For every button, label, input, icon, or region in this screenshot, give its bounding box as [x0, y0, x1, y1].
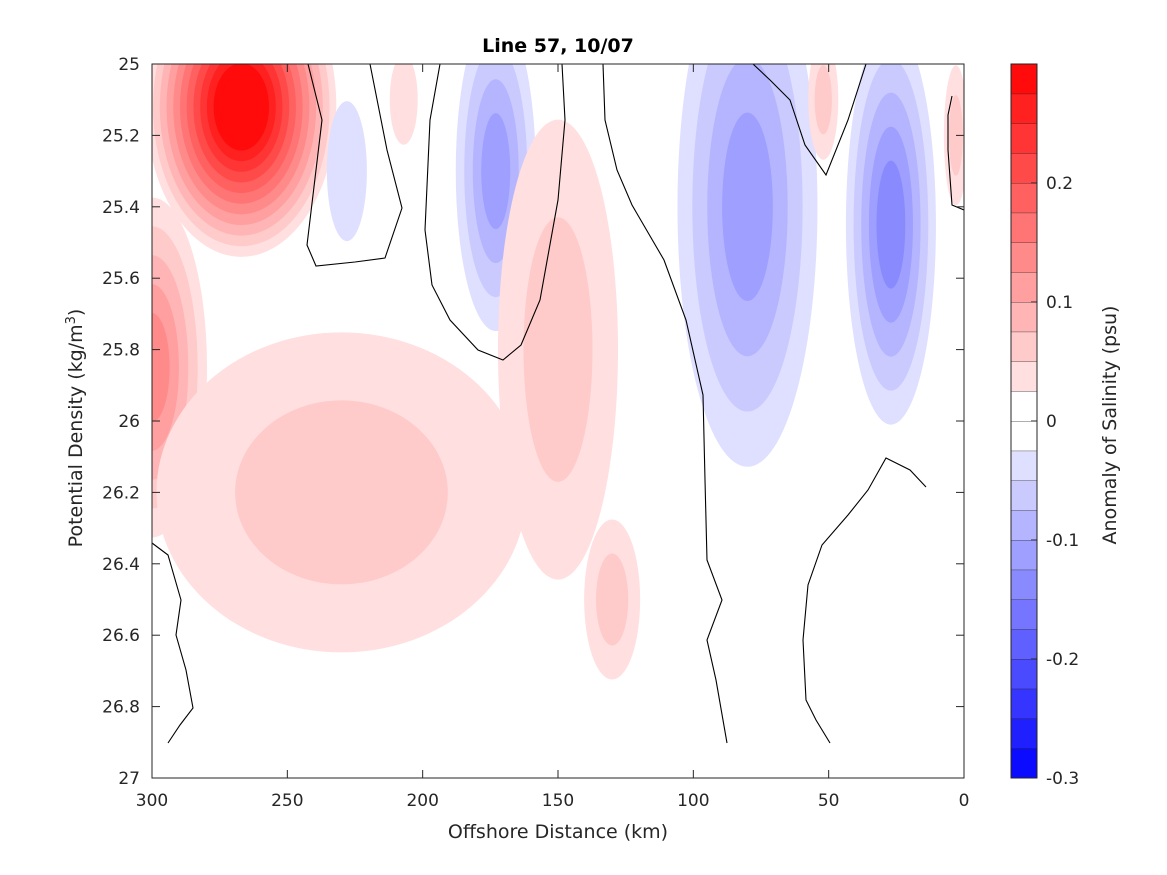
y-tick-label: 27 — [118, 769, 140, 789]
colorbar-swatch — [1011, 659, 1037, 689]
contour-band — [523, 217, 593, 482]
colorbar-swatch — [1011, 272, 1037, 302]
y-tick-label: 26.6 — [102, 626, 140, 646]
y-axis: 25 25.2 25.4 25.6 25.8 26 26.2 26.4 26.6 26.8 27 — [102, 55, 964, 789]
y-tick-label: 26.8 — [102, 698, 140, 718]
contour-band — [814, 65, 832, 135]
contour-band — [948, 95, 963, 176]
contour-band — [235, 400, 448, 585]
colorbar-tick-label: -0.1 — [1046, 531, 1079, 551]
colorbar-swatch — [1011, 718, 1037, 749]
colorbar-swatch — [1011, 391, 1037, 421]
contour-feature — [677, 64, 818, 467]
chart-title: Line 57, 10/07 — [482, 35, 634, 57]
colorbar-swatch — [1011, 242, 1037, 273]
colorbar-swatch — [1011, 212, 1037, 243]
x-tick-label: 0 — [959, 791, 970, 811]
zero-contour-line — [602, 64, 728, 744]
colorbar-swatch — [1011, 302, 1037, 332]
x-tick-label: 150 — [542, 791, 574, 811]
contour-feature — [845, 64, 936, 425]
colorbar-swatch — [1011, 540, 1037, 570]
contour-band — [876, 160, 906, 289]
colorbar-tick-label: -0.3 — [1046, 769, 1079, 789]
colorbar-swatch — [1011, 688, 1037, 719]
contour-feature — [498, 119, 618, 580]
colorbar-tick-label: 0.2 — [1046, 174, 1073, 194]
x-tick-label: 50 — [818, 791, 840, 811]
contour-feature — [584, 519, 641, 680]
zero-contour-line — [152, 542, 194, 744]
colorbar-swatch — [1011, 93, 1037, 124]
contour-feature — [389, 64, 418, 145]
y-tick-label: 25.4 — [102, 198, 140, 218]
colorbar-tick-label: -0.2 — [1046, 650, 1079, 670]
y-tick-label: 25.2 — [102, 126, 140, 146]
contour-band — [389, 64, 418, 145]
x-tick-label: 200 — [406, 791, 438, 811]
colorbar-swatch — [1011, 569, 1037, 600]
contour-band — [326, 101, 367, 242]
x-axis-label: Offshore Distance (km) — [448, 821, 668, 843]
colorbar-ticks: 0.2 0.1 0 -0.1 -0.2 -0.3 — [1031, 174, 1079, 789]
x-tick-label: 300 — [136, 791, 168, 811]
colorbar-swatch — [1011, 183, 1037, 213]
colorbar-swatch — [1011, 361, 1037, 392]
contour-feature — [808, 64, 839, 160]
contour-band — [152, 313, 170, 422]
zero-contour-line — [802, 457, 927, 744]
colorbar-swatch — [1011, 480, 1037, 511]
y-tick-label: 25 — [118, 55, 140, 75]
zero-contour-line — [752, 64, 867, 177]
colorbar-swatch — [1011, 421, 1037, 451]
contour-field — [152, 64, 964, 680]
colorbar-swatch — [1011, 510, 1037, 540]
y-tick-label: 25.6 — [102, 269, 140, 289]
y-axis-label: Potential Density (kg/m3) — [64, 309, 87, 548]
colorbar-swatch — [1011, 153, 1037, 183]
colorbar-swatch — [1011, 331, 1037, 362]
colorbar-swatch — [1011, 64, 1037, 94]
y-tick-label: 26 — [118, 412, 140, 432]
colorbar-swatch — [1011, 123, 1037, 154]
colorbar-swatch — [1011, 748, 1037, 778]
colorbar-swatch — [1011, 450, 1037, 481]
colorbar-swatch — [1011, 629, 1037, 659]
colorbar-tick-label: 0.1 — [1046, 293, 1073, 313]
contour-feature — [156, 332, 527, 653]
y-tick-label: 25.8 — [102, 341, 140, 361]
zero-contour-lines — [152, 64, 964, 744]
contour-band — [220, 73, 263, 140]
colorbar-tick-label: 0 — [1046, 412, 1057, 432]
x-tick-label: 100 — [677, 791, 709, 811]
contour-feature — [943, 65, 964, 206]
x-tick-label: 250 — [271, 791, 303, 811]
colorbar-label: Anomaly of Salinity (psu) — [1099, 306, 1121, 545]
contour-band — [481, 113, 511, 230]
contour-feature — [152, 64, 337, 257]
colorbar-swatch — [1011, 599, 1037, 630]
x-axis: 300 250 200 150 100 50 0 — [136, 64, 970, 811]
y-tick-label: 26.2 — [102, 483, 140, 503]
zero-contour-line — [424, 64, 566, 361]
contour-band — [722, 112, 773, 302]
contour-band — [596, 553, 629, 646]
zero-contour-line — [306, 64, 403, 267]
contour-feature — [326, 101, 367, 242]
y-tick-label: 26.4 — [102, 555, 140, 575]
